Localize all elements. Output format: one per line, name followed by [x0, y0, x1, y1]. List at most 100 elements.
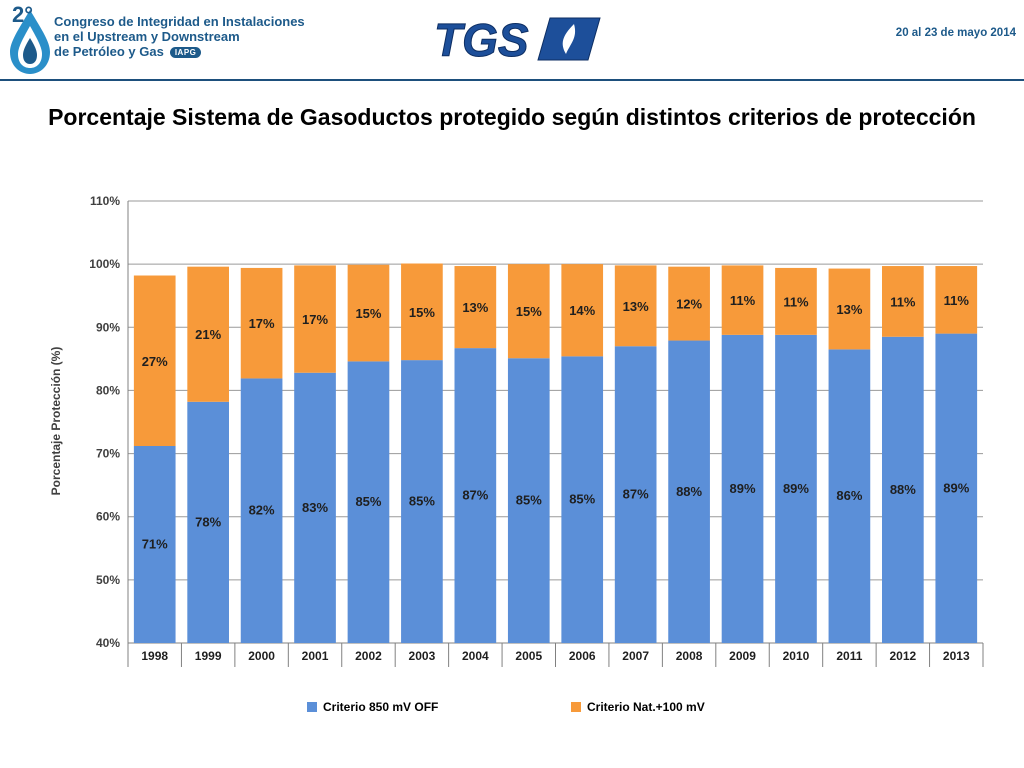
- congress-number: 2°: [12, 2, 34, 27]
- bar-2013-criterio-850mv: [935, 333, 978, 643]
- bar-2008-criterio-850mv: [668, 340, 710, 643]
- bar-1998-criterio-850mv: [133, 445, 176, 643]
- bar-2004-criterio-850mv: [454, 348, 497, 643]
- data-label-2012-criterio-850mv: 88%: [890, 482, 916, 497]
- bar-2012-criterio-nat-100mv: [882, 266, 924, 337]
- header-divider: [0, 79, 1024, 81]
- bar-2006-criterio-nat-100mv: [561, 264, 604, 357]
- tgs-logo-icon: TGS: [434, 14, 601, 62]
- x-tick-label-2005: 2005: [515, 649, 542, 663]
- bar-2004-criterio-nat-100mv: [454, 266, 497, 349]
- event-date: 20 al 23 de mayo 2014: [895, 27, 1016, 39]
- data-label-1998-criterio-nat-100mv: 27%: [142, 354, 168, 369]
- bar-2000-criterio-850mv: [240, 378, 283, 643]
- x-tick-label-2004: 2004: [462, 649, 489, 663]
- x-tick-label-2009: 2009: [729, 649, 756, 663]
- data-label-2005-criterio-nat-100mv: 15%: [516, 304, 542, 319]
- data-label-2008-criterio-850mv: 88%: [676, 484, 702, 499]
- bar-2013-criterio-nat-100mv: [935, 266, 978, 334]
- bar-2003-criterio-850mv: [401, 360, 443, 643]
- congress-name-line-1: Congreso de Integridad en Instalaciones: [54, 14, 305, 29]
- data-label-2004-criterio-nat-100mv: 13%: [462, 300, 488, 315]
- bar-2005-criterio-nat-100mv: [507, 264, 550, 359]
- data-label-2003-criterio-nat-100mv: 15%: [409, 305, 435, 320]
- legend-label-series-2: Criterio Nat.+100 mV: [587, 700, 705, 714]
- bar-2010-criterio-nat-100mv: [775, 267, 817, 335]
- data-label-2002-criterio-850mv: 85%: [355, 494, 381, 509]
- x-tick-label-1999: 1999: [195, 649, 222, 663]
- bar-2006-criterio-850mv: [561, 356, 604, 643]
- data-label-2001-criterio-nat-100mv: 17%: [302, 312, 328, 327]
- x-tick-label-2006: 2006: [569, 649, 596, 663]
- bar-2011-criterio-nat-100mv: [828, 268, 871, 350]
- iapg-badge: IAPG: [169, 47, 202, 59]
- bar-2009-criterio-850mv: [721, 334, 764, 643]
- data-label-2001-criterio-850mv: 83%: [302, 500, 328, 515]
- bar-2002-criterio-850mv: [347, 361, 390, 643]
- y-tick-label: 110%: [90, 194, 120, 208]
- data-label-2010-criterio-850mv: 89%: [783, 481, 809, 496]
- data-label-2009-criterio-nat-100mv: 11%: [730, 293, 756, 308]
- x-tick-label-2007: 2007: [622, 649, 649, 663]
- x-tick-label-2008: 2008: [676, 649, 703, 663]
- data-label-2008-criterio-nat-100mv: 12%: [676, 297, 702, 312]
- bar-2012-criterio-850mv: [882, 336, 924, 643]
- congress-name-line-3-text: de Petróleo y Gas: [54, 44, 164, 59]
- bar-2010-criterio-850mv: [775, 334, 817, 643]
- data-label-1999-criterio-850mv: 78%: [195, 514, 221, 529]
- y-tick-label: 60%: [96, 510, 120, 524]
- legend-swatch-series-1: [307, 702, 317, 712]
- bar-2007-criterio-nat-100mv: [614, 265, 657, 347]
- congress-name: Congreso de Integridad en Instalaciones …: [54, 14, 314, 59]
- water-drop-logo-icon: [10, 10, 50, 74]
- data-label-2007-criterio-nat-100mv: 13%: [623, 299, 649, 314]
- x-tick-label-2002: 2002: [355, 649, 382, 663]
- x-tick-label-1998: 1998: [141, 649, 168, 663]
- bar-2000-criterio-nat-100mv: [240, 267, 283, 379]
- bar-2011-criterio-850mv: [828, 349, 871, 643]
- x-tick-label-2012: 2012: [889, 649, 916, 663]
- bar-2005-criterio-850mv: [507, 358, 550, 643]
- data-label-2011-criterio-850mv: 86%: [836, 488, 862, 503]
- data-label-2004-criterio-850mv: 87%: [462, 488, 488, 503]
- y-tick-label: 100%: [89, 257, 120, 271]
- bar-2001-criterio-850mv: [294, 372, 336, 643]
- bar-2002-criterio-nat-100mv: [347, 264, 390, 362]
- bar-1999-criterio-850mv: [187, 401, 229, 643]
- header: 2° Congreso de Integridad en Instalacion…: [0, 0, 1024, 81]
- y-tick-label: 40%: [96, 636, 120, 650]
- tgs-brand-text: TGS: [434, 14, 529, 62]
- data-label-2002-criterio-nat-100mv: 15%: [355, 306, 381, 321]
- data-label-1998-criterio-850mv: 71%: [142, 536, 168, 551]
- x-tick-label-2000: 2000: [248, 649, 275, 663]
- data-label-2010-criterio-nat-100mv: 11%: [783, 294, 809, 309]
- data-label-2003-criterio-850mv: 85%: [409, 494, 435, 509]
- legend-swatch-series-2: [571, 702, 581, 712]
- x-tick-label-2003: 2003: [409, 649, 436, 663]
- data-label-2013-criterio-850mv: 89%: [943, 480, 969, 495]
- data-label-2006-criterio-850mv: 85%: [569, 492, 595, 507]
- data-label-2000-criterio-850mv: 82%: [249, 503, 275, 518]
- bar-2007-criterio-850mv: [614, 346, 657, 643]
- data-label-2000-criterio-nat-100mv: 17%: [249, 316, 275, 331]
- x-tick-label-2013: 2013: [943, 649, 970, 663]
- bar-2003-criterio-nat-100mv: [401, 263, 443, 361]
- bar-1998-criterio-nat-100mv: [133, 275, 176, 446]
- data-label-2007-criterio-850mv: 87%: [623, 487, 649, 502]
- data-label-2012-criterio-nat-100mv: 11%: [890, 294, 916, 309]
- data-label-2013-criterio-nat-100mv: 11%: [944, 293, 970, 308]
- y-tick-label: 50%: [96, 573, 120, 587]
- congress-name-line-2: en el Upstream y Downstream: [54, 29, 240, 44]
- x-tick-label-2001: 2001: [302, 649, 329, 663]
- bar-2008-criterio-nat-100mv: [668, 266, 710, 341]
- data-label-2005-criterio-850mv: 85%: [516, 493, 542, 508]
- legend-item-series-2: Criterio Nat.+100 mV: [571, 700, 705, 714]
- data-label-1999-criterio-nat-100mv: 21%: [195, 327, 221, 342]
- bar-2009-criterio-nat-100mv: [721, 265, 764, 335]
- data-label-2009-criterio-850mv: 89%: [730, 481, 756, 496]
- legend-item-series-1: Criterio 850 mV OFF: [307, 700, 438, 714]
- data-label-2006-criterio-nat-100mv: 14%: [569, 303, 595, 318]
- data-label-2011-criterio-nat-100mv: 13%: [836, 302, 862, 317]
- legend-label-series-1: Criterio 850 mV OFF: [323, 700, 439, 714]
